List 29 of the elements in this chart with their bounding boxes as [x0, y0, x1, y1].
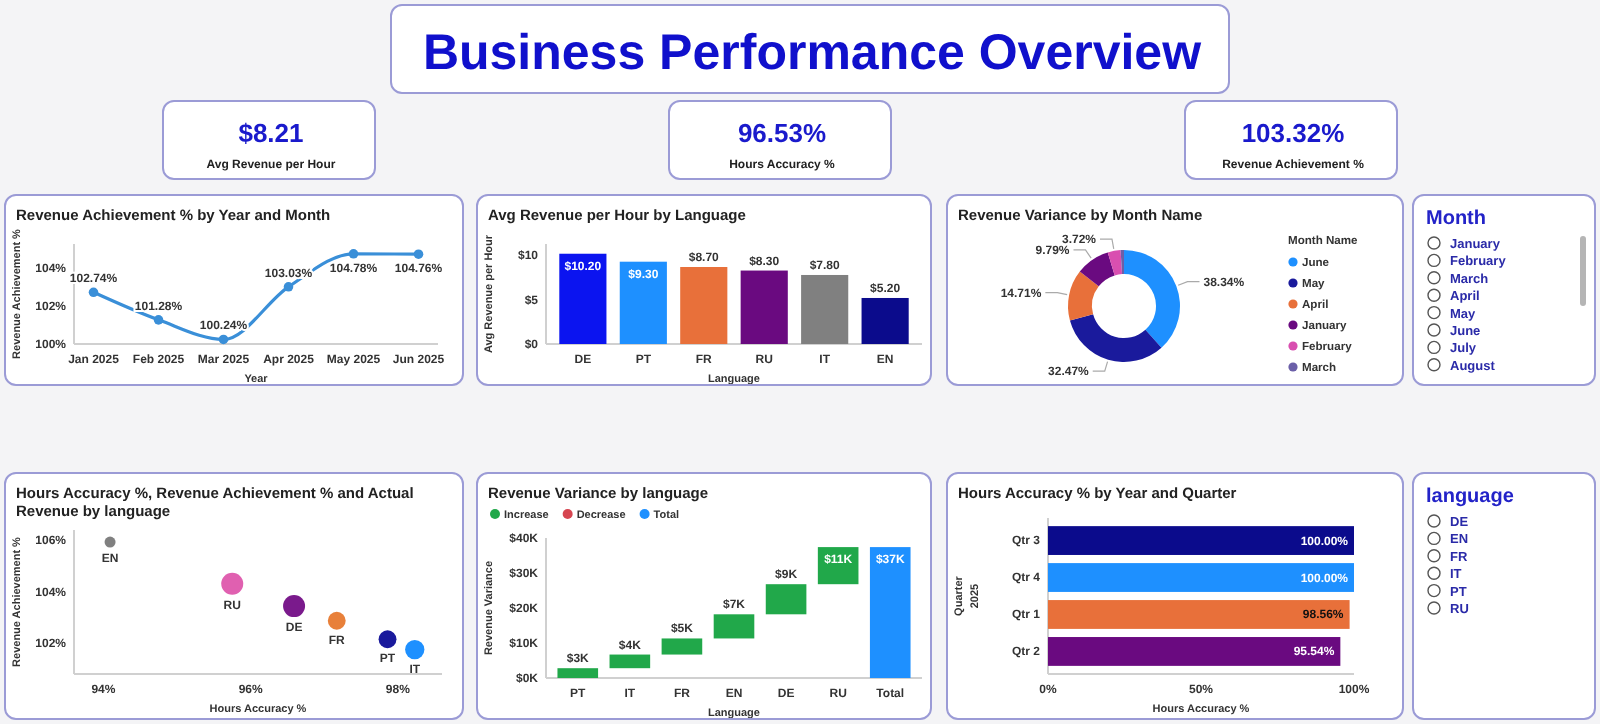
bar — [661, 638, 703, 655]
bar — [559, 253, 607, 344]
donut-slice — [1124, 250, 1180, 348]
bar — [619, 261, 667, 344]
text: 96.53% — [737, 118, 827, 148]
text: Business Performance Overview — [422, 25, 1203, 81]
text: language — [1426, 486, 1515, 508]
bar — [861, 297, 909, 344]
point — [153, 315, 164, 325]
bar — [801, 274, 849, 344]
donut-slice — [1068, 271, 1099, 321]
point — [88, 287, 99, 298]
bar — [713, 614, 755, 639]
donut-slice — [1079, 252, 1115, 287]
text: $8.21 — [238, 118, 304, 148]
text: 103.32% — [1241, 118, 1346, 148]
point — [348, 249, 359, 259]
bar — [740, 270, 788, 344]
bar — [680, 267, 728, 344]
donut-slice — [1107, 250, 1123, 276]
bar — [765, 584, 807, 615]
point — [218, 334, 229, 345]
text: Month — [1426, 208, 1486, 230]
bar — [557, 668, 599, 678]
bar — [609, 654, 651, 669]
bar — [869, 547, 911, 678]
point — [413, 249, 424, 259]
point — [283, 282, 294, 292]
donut-slice — [1069, 314, 1162, 362]
